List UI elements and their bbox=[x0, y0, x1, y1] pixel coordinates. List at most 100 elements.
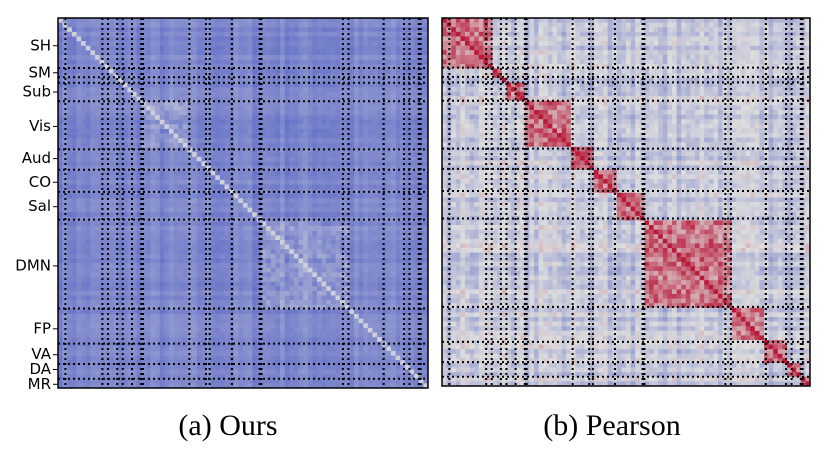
heatmap-cell bbox=[71, 105, 77, 111]
heatmap-cell bbox=[404, 18, 410, 23]
heatmap-cell bbox=[349, 189, 355, 195]
heatmap-cell bbox=[330, 263, 336, 269]
heatmap-cell bbox=[233, 105, 239, 111]
heatmap-cell bbox=[76, 193, 82, 199]
heatmap-cell bbox=[104, 68, 110, 74]
heatmap-cell bbox=[150, 179, 156, 185]
heatmap-cell bbox=[423, 156, 429, 162]
heatmap-cell bbox=[307, 277, 313, 282]
heatmap-cell bbox=[409, 41, 415, 47]
heatmap-cell bbox=[58, 263, 63, 269]
heatmap-cell bbox=[164, 55, 170, 60]
heatmap-cell bbox=[303, 221, 309, 227]
heatmap-cell bbox=[113, 27, 119, 33]
heatmap-cell bbox=[266, 240, 272, 245]
heatmap-cell bbox=[354, 240, 359, 245]
heatmap-cell bbox=[414, 45, 420, 51]
heatmap-cell bbox=[99, 119, 105, 125]
heatmap-cell bbox=[330, 18, 336, 23]
heatmap-cell bbox=[317, 133, 322, 139]
heatmap-cell bbox=[330, 212, 336, 218]
heatmap-cell bbox=[210, 295, 216, 301]
heatmap-cell bbox=[104, 166, 110, 171]
heatmap-cell bbox=[321, 170, 327, 176]
heatmap-cell bbox=[99, 184, 105, 190]
heatmap-cell bbox=[354, 68, 359, 74]
heatmap-cell bbox=[326, 59, 332, 65]
heatmap-cell bbox=[58, 193, 63, 199]
heatmap-cell bbox=[261, 198, 267, 204]
heatmap-cell bbox=[404, 207, 410, 213]
heatmap-cell bbox=[127, 263, 133, 269]
heatmap-cell bbox=[358, 133, 364, 139]
heatmap-cell bbox=[330, 101, 336, 107]
heatmap-cell bbox=[386, 277, 392, 282]
heatmap-cell bbox=[326, 50, 332, 56]
heatmap-cell bbox=[372, 175, 378, 181]
heatmap-cell bbox=[363, 198, 369, 204]
heatmap-cell bbox=[321, 105, 327, 111]
heatmap-cell bbox=[270, 281, 276, 287]
heatmap-cell bbox=[418, 129, 424, 134]
heatmap-cell bbox=[201, 175, 207, 181]
heatmap-cell bbox=[67, 36, 73, 42]
heatmap-cell bbox=[247, 253, 253, 259]
heatmap-cell bbox=[95, 281, 100, 287]
heatmap-cell bbox=[404, 59, 410, 65]
heatmap-cell bbox=[414, 281, 420, 287]
heatmap-cell bbox=[275, 189, 281, 195]
heatmap-cell bbox=[58, 96, 63, 102]
heatmap-cell bbox=[321, 59, 327, 65]
heatmap-cell bbox=[136, 203, 142, 208]
heatmap-cell bbox=[238, 119, 244, 125]
heatmap-cell bbox=[173, 263, 179, 269]
heatmap-cell bbox=[252, 193, 258, 199]
heatmap-cell bbox=[192, 249, 198, 255]
heatmap-cell bbox=[372, 129, 378, 134]
heatmap-cell bbox=[270, 27, 276, 33]
heatmap-cell bbox=[136, 263, 142, 269]
heatmap-cell bbox=[395, 133, 401, 139]
heatmap-cell bbox=[85, 226, 91, 232]
heatmap-cell bbox=[169, 73, 174, 79]
heatmap-cell bbox=[118, 92, 124, 97]
heatmap-cell bbox=[206, 27, 211, 33]
heatmap-cell bbox=[381, 115, 387, 121]
heatmap-cell bbox=[326, 110, 332, 116]
heatmap-cell bbox=[196, 267, 202, 273]
heatmap-cell bbox=[71, 55, 77, 60]
heatmap-cell bbox=[335, 249, 341, 255]
heatmap-cell bbox=[298, 286, 304, 292]
heatmap-cell bbox=[381, 175, 387, 181]
heatmap-cell bbox=[58, 50, 63, 56]
heatmap-cell bbox=[377, 27, 383, 33]
heatmap-cell bbox=[298, 105, 304, 111]
heatmap-cell bbox=[127, 198, 133, 204]
heatmap-cell bbox=[256, 68, 262, 74]
heatmap-cell bbox=[275, 240, 281, 245]
heatmap-cell bbox=[85, 230, 91, 236]
heatmap-cell bbox=[409, 129, 415, 134]
heatmap-cell bbox=[293, 175, 299, 181]
heatmap-cell bbox=[215, 267, 221, 273]
heatmap-cell bbox=[233, 240, 239, 245]
heatmap-cell bbox=[108, 124, 114, 130]
heatmap-cell bbox=[270, 110, 276, 116]
heatmap-cell bbox=[284, 64, 290, 70]
heatmap-cell bbox=[252, 78, 258, 84]
heatmap-cell bbox=[340, 295, 346, 301]
heatmap-cell bbox=[326, 101, 332, 107]
heatmap-cell bbox=[395, 64, 401, 70]
heatmap-cell bbox=[423, 203, 429, 208]
heatmap-cell bbox=[289, 142, 295, 148]
heatmap-cell bbox=[312, 36, 318, 42]
heatmap-cell bbox=[159, 161, 165, 167]
heatmap-cell bbox=[85, 267, 91, 273]
heatmap-cell bbox=[418, 73, 424, 79]
heatmap-cell bbox=[67, 193, 73, 199]
heatmap-cell bbox=[108, 142, 114, 148]
heatmap-cell bbox=[303, 166, 309, 171]
heatmap-cell bbox=[266, 198, 272, 204]
heatmap-cell bbox=[298, 119, 304, 125]
heatmap-cell bbox=[354, 92, 359, 97]
